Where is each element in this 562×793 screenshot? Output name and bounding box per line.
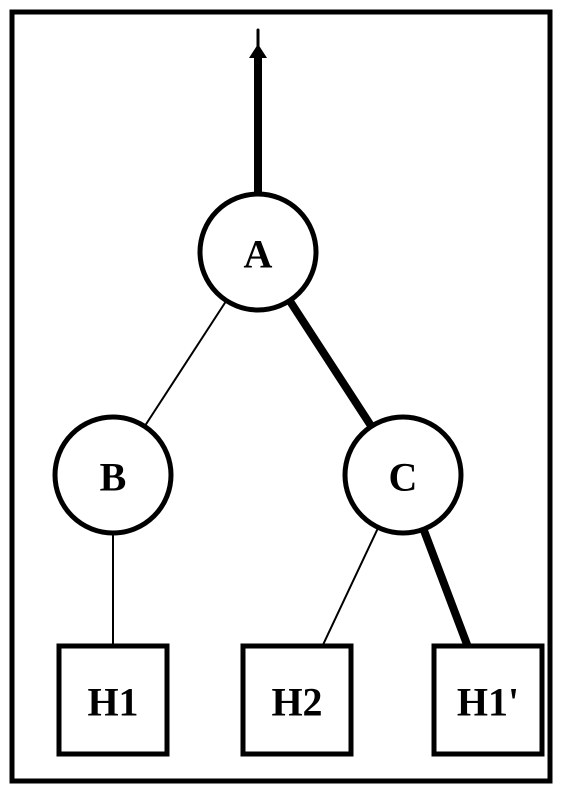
node-H1: H1 [59, 646, 167, 754]
node-A: A [200, 194, 316, 310]
node-H1p-label: H1' [457, 680, 519, 725]
edge-C-H2 [322, 527, 378, 646]
node-C: C [345, 417, 461, 533]
node-H1-label: H1 [87, 680, 138, 725]
node-B: B [55, 417, 171, 533]
node-H1p: H1' [434, 646, 542, 754]
node-C-label: C [389, 455, 418, 500]
node-B-label: B [100, 455, 127, 500]
node-A-label: A [244, 232, 273, 277]
edge-A-B [145, 301, 227, 427]
tree-diagram: A B C H1 H2 H1' [0, 0, 562, 793]
edge-C-H1p [423, 529, 467, 646]
node-H2-label: H2 [271, 680, 322, 725]
node-H2: H2 [243, 646, 351, 754]
edge-A-C [290, 301, 372, 427]
